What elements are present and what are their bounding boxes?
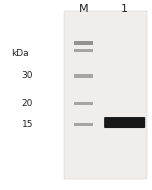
Text: 20: 20 [22,99,33,108]
Text: 15: 15 [22,120,33,129]
Bar [74,74,93,78]
Bar [74,123,93,126]
Bar [64,11,147,179]
Text: kDa: kDa [11,49,29,58]
Bar [74,102,93,105]
Text: 1: 1 [121,4,128,13]
Bar [74,49,93,52]
Text: M: M [79,4,88,13]
Text: 30: 30 [22,71,33,81]
Bar [74,41,93,45]
FancyBboxPatch shape [104,117,145,128]
